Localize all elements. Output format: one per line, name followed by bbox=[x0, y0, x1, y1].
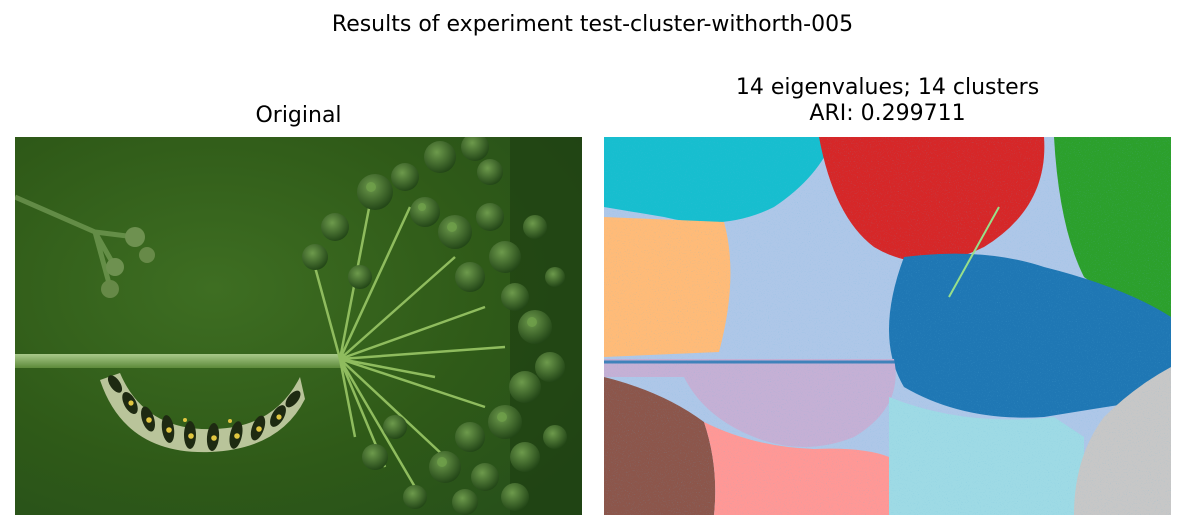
plant-stem bbox=[15, 354, 345, 368]
figure-suptitle: Results of experiment test-cluster-witho… bbox=[331, 12, 854, 37]
flower-buds bbox=[302, 137, 567, 515]
clustered-title-line2: ARI: 0.299711 bbox=[809, 101, 966, 126]
clustered-panel-title: 14 eigenvalues; 14 clusters ARI: 0.29971… bbox=[604, 75, 1171, 127]
cluster-map-canvas bbox=[604, 137, 1171, 515]
blurred-flower bbox=[15, 194, 155, 298]
original-panel-title: Original bbox=[255, 103, 342, 128]
caterpillar bbox=[100, 373, 305, 453]
clustered-image bbox=[604, 137, 1171, 515]
original-image-canvas bbox=[15, 137, 582, 515]
clustered-title-line1: 14 eigenvalues; 14 clusters bbox=[735, 75, 1040, 100]
background bbox=[15, 137, 582, 515]
original-image bbox=[15, 137, 582, 515]
cluster-regions bbox=[604, 137, 1171, 515]
